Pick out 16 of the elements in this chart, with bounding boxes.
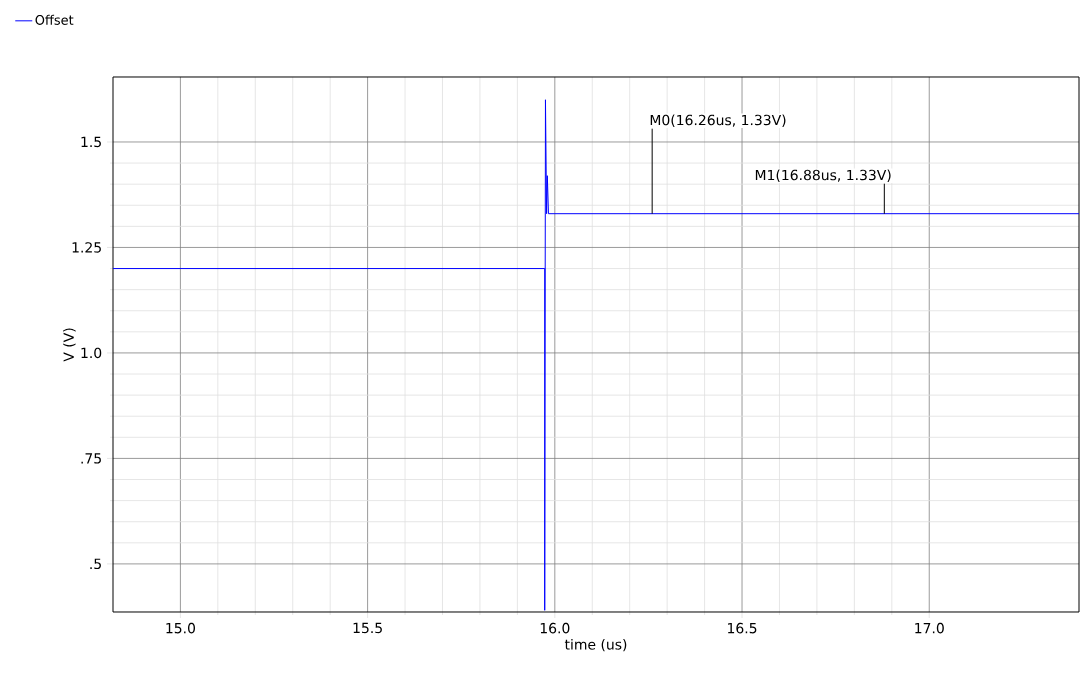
y-tick-label: 1.5	[81, 136, 101, 148]
x-tick-label: 17.0	[915, 622, 944, 634]
x-axis-title: time (us)	[564, 638, 627, 652]
y-tick-label: 1.0	[81, 347, 102, 359]
y-tick-label: 1.25	[72, 242, 101, 253]
x-tick-label: 15.0	[166, 622, 195, 634]
x-tick-label: 16.5	[728, 622, 757, 634]
x-tick-label: 15.5	[353, 622, 382, 634]
annotation: M0(16.26us, 1.33V)	[650, 114, 786, 127]
y-tick-label: .75	[81, 453, 101, 464]
y-axis-title: V (V)	[63, 328, 76, 362]
x-tick-label: 16.0	[540, 622, 570, 634]
line-series	[113, 99, 1080, 611]
legend-label: Offset	[35, 14, 74, 25]
y-tick-label: .5	[90, 558, 101, 570]
annotation: M1(16.88us, 1.33V)	[755, 169, 891, 182]
